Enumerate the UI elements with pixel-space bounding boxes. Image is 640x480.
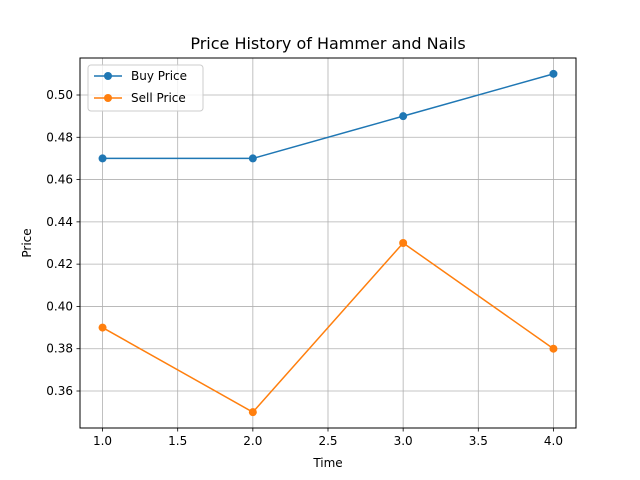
x-axis-label: Time [312,456,342,470]
sell-price-point [549,344,558,353]
chart-title: Price History of Hammer and Nails [190,34,465,53]
legend-buy-price-label: Buy Price [131,69,187,83]
y-tick-label: 0.46 [46,173,73,187]
y-tick-label: 0.38 [46,342,73,356]
sell-price-point [399,239,408,247]
x-tick-label: 3.0 [394,434,413,448]
y-tick-label: 0.42 [46,257,73,271]
y-tick-label: 0.44 [46,215,73,229]
sell-price-point [98,323,107,332]
buy-price-point [98,154,107,163]
x-tick-label: 1.5 [168,434,187,448]
buy-price-line [102,73,554,160]
x-tick-label: 3.5 [469,434,488,448]
x-axis-ticks: 1.0 1.5 2.0 2.5 3.0 3.5 4.0 [93,428,563,448]
x-tick-label: 2.0 [243,434,262,448]
x-tick-label: 4.0 [544,434,563,448]
legend: Buy Price Sell Price [87,64,204,112]
y-axis-ticks: 0.36 0.38 0.40 0.42 0.44 0.46 0.48 0.50 [46,88,80,398]
x-tick-label: 1.0 [93,434,112,448]
buy-price-point [549,69,558,78]
sell-price-point [248,408,257,417]
buy-price-point [399,112,408,121]
y-tick-label: 0.50 [46,88,73,102]
sell-price-line [102,242,554,414]
y-axis-label: Price [20,228,34,257]
x-tick-label: 2.5 [318,434,337,448]
y-tick-label: 0.48 [46,130,73,144]
series-group [98,69,558,417]
y-tick-label: 0.40 [46,299,73,313]
legend-sell-price-label: Sell Price [131,91,186,105]
grid-lines [80,58,576,428]
legend-buy-price-marker [104,72,112,80]
buy-price-point [248,154,257,163]
legend-sell-price-marker [104,94,112,102]
y-tick-label: 0.36 [46,384,73,398]
